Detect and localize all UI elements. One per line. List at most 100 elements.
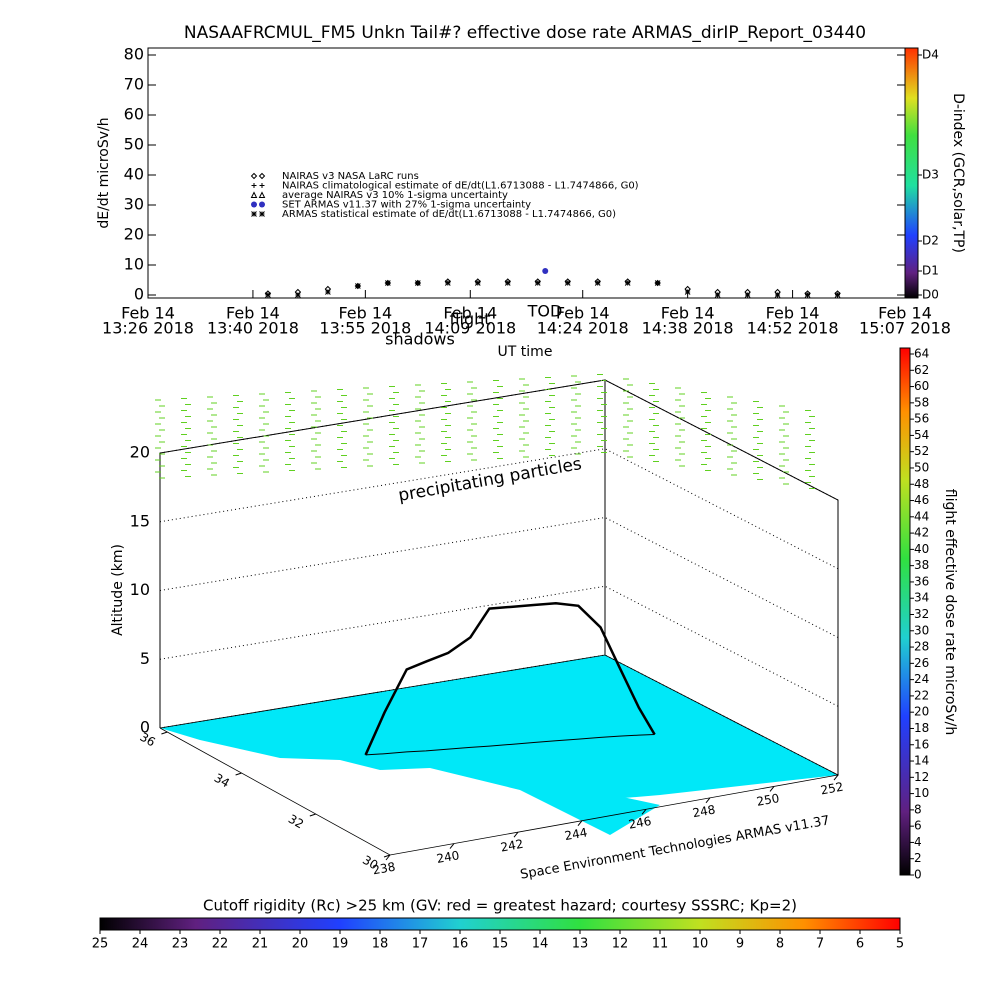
tick-mark [449, 843, 455, 849]
colorbar-tick-label: D2 [922, 234, 939, 248]
colorbar-tick-label: 12 [612, 937, 629, 952]
colorbar-tick-label: 64 [914, 347, 929, 361]
colorbar-tick-label: 23 [172, 937, 189, 952]
tick-mark [513, 831, 519, 838]
z-tick-label: 10 [130, 580, 150, 599]
tick-mark [705, 797, 711, 804]
marker [251, 183, 257, 188]
x-tick-label: 13:55 2018 [319, 319, 411, 338]
legend-label: SET ARMAS v11.37 with 27% 1-sigma uncert… [282, 200, 531, 211]
colorbar-tick-label: 19 [332, 937, 349, 952]
ocean [160, 728, 838, 855]
colorbar-tick-label: 62 [914, 363, 929, 377]
colorbar-tick-label: 42 [914, 526, 929, 540]
colorbar-tick-label: 44 [914, 509, 929, 523]
y-tick-label: 36 [138, 730, 158, 750]
marker [325, 289, 331, 295]
marker [444, 280, 451, 286]
colorbar-tick-label: 34 [914, 591, 929, 605]
colorbar-tick-label: 10 [914, 786, 929, 800]
colorbar-tick-label: 18 [372, 937, 389, 952]
x-tick-label: 250 [755, 791, 780, 809]
grid-line [159, 516, 839, 638]
marker [594, 280, 601, 286]
tick-mark [833, 774, 839, 781]
colorbar [904, 47, 919, 299]
x-tick-label: 15:07 2018 [859, 319, 951, 338]
x-tick-label: 240 [435, 848, 460, 866]
colorbar-tick-label: D3 [922, 168, 939, 182]
colorbar-tick-label: 12 [914, 770, 929, 784]
colorbar-tick-label: 48 [914, 477, 929, 491]
flight-path [364, 602, 656, 756]
colorbar-tick-label: D4 [922, 48, 939, 62]
plot-frame [147, 47, 906, 299]
marker [384, 280, 391, 286]
legend-label: ARMAS statistical estimate of dE/dt(L1.6… [282, 209, 616, 220]
colorbar-tick-label: 15 [492, 937, 509, 952]
marker [624, 280, 631, 286]
colorbar-tick-label: 13 [572, 937, 589, 952]
colorbar-tick-label: 40 [914, 542, 929, 556]
x-tick-label: 14:38 2018 [642, 319, 734, 338]
x-tick-label: Feb 14 [556, 304, 610, 323]
colorbar-tick-label: 0 [914, 868, 922, 882]
x-tick-label: Feb 14 [661, 304, 715, 323]
colorbar-tick-label: 2 [914, 851, 922, 865]
marker [250, 191, 258, 198]
y-tick-label: 40 [124, 165, 144, 184]
colorbar [899, 347, 911, 876]
marker [834, 292, 841, 298]
colorbar-tick-label: 5 [896, 937, 904, 952]
annotation: flight [449, 310, 490, 329]
marker [355, 283, 361, 289]
colorbar-tick-label: D0 [922, 288, 939, 302]
marker [474, 280, 481, 286]
x-tick-label: Feb 14 [121, 304, 175, 323]
annotation: precipitating particles [397, 454, 584, 506]
back-wall [604, 379, 839, 775]
marker [258, 191, 266, 198]
tick-mark [385, 854, 391, 861]
colorbar-tick-label: 24 [914, 672, 929, 686]
x-tick-label: 13:40 2018 [207, 319, 299, 338]
tick-mark [161, 731, 168, 735]
colorbar-tick-label: 32 [914, 607, 929, 621]
colorbar-tick-label: 6 [914, 819, 922, 833]
y-tick-label: 32 [286, 812, 306, 832]
x-tick-label: 242 [499, 837, 524, 855]
x-tick-label: Feb 14 [226, 304, 280, 323]
colorbar-tick-label: 24 [132, 937, 149, 952]
z-tick-label: 15 [130, 511, 150, 530]
colorbar-label: D-index (GCR,solar,TP) [950, 93, 966, 253]
colorbar-tick-label: 8 [914, 802, 922, 816]
colorbar-tick-label: 60 [914, 379, 929, 393]
colorbar-tick-label: 11 [652, 937, 669, 952]
peninsula [520, 790, 660, 835]
marker [774, 292, 781, 298]
y-tick-label: 50 [124, 135, 144, 154]
colorbar-tick-label: 20 [292, 937, 309, 952]
z-axis-label: Altitude (km) [110, 544, 126, 636]
colorbar-tick-label: 30 [914, 623, 929, 637]
marker [295, 292, 301, 298]
colorbar-tick-label: 36 [914, 574, 929, 588]
tick-mark [309, 813, 316, 817]
marker [258, 172, 266, 180]
x-tick-label: Feb 14 [338, 304, 392, 323]
colorbar-tick-label: 56 [914, 412, 929, 426]
tick-mark [383, 854, 391, 858]
colorbar-tick-label: 18 [914, 721, 929, 735]
y-tick-label: 10 [124, 255, 144, 274]
y-tick-label: 30 [360, 853, 380, 873]
tick-mark [641, 808, 647, 815]
colorbar-tick-label: 26 [914, 656, 929, 670]
marker [251, 201, 257, 208]
marker [265, 292, 271, 298]
colorbar-tick-label: 58 [914, 395, 929, 409]
marker [542, 268, 549, 274]
colorbar-tick-label: 54 [914, 428, 929, 442]
colorbar-tick-label: 14 [532, 937, 549, 952]
colorbar-tick-label: 9 [736, 937, 744, 952]
colorbar-tick-label: 38 [914, 558, 929, 572]
